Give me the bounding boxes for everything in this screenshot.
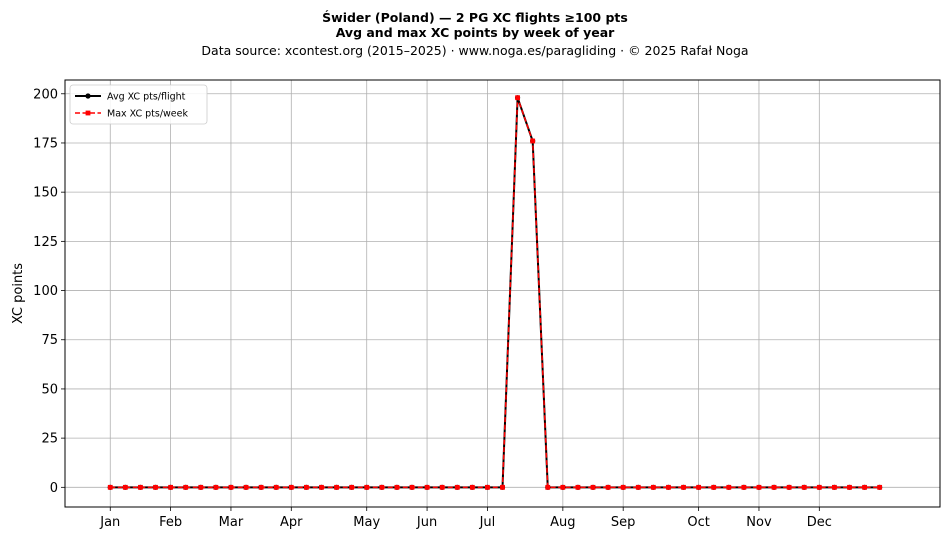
- data-point: [198, 484, 204, 490]
- grid-lines: [65, 80, 940, 507]
- data-point: [877, 484, 883, 490]
- x-tick-label: Jan: [99, 515, 120, 530]
- legend: Avg XC pts/flight Max XC pts/week: [69, 84, 208, 125]
- data-point: [288, 484, 294, 490]
- legend-swatch-marker: [85, 93, 91, 99]
- data-point: [243, 484, 249, 490]
- data-point: [394, 484, 400, 490]
- y-tick-label: 175: [33, 136, 58, 151]
- data-point: [258, 484, 264, 490]
- data-point: [801, 484, 807, 490]
- data-point: [816, 484, 822, 490]
- y-tick-label: 100: [33, 284, 58, 299]
- data-point: [349, 484, 355, 490]
- data-point: [711, 484, 717, 490]
- chart-title: Świder (Poland) — 2 PG XC flights ≥100 p…: [322, 10, 628, 25]
- y-tick-label: 0: [50, 481, 58, 496]
- legend-label: Avg XC pts/flight: [107, 92, 186, 103]
- data-point: [771, 484, 777, 490]
- data-point: [439, 484, 445, 490]
- y-tick-label: 25: [41, 432, 58, 447]
- data-point: [469, 484, 475, 490]
- y-axis: 0 25 50 75 100 125 150 175 200: [33, 87, 65, 496]
- data-point: [635, 484, 641, 490]
- chart-subtitle: Avg and max XC points by week of year: [335, 25, 615, 40]
- series-layer: [107, 95, 883, 490]
- data-point: [303, 484, 309, 490]
- data-point: [756, 484, 762, 490]
- data-point: [319, 484, 324, 490]
- data-point: [786, 484, 792, 490]
- data-point: [183, 484, 189, 490]
- data-point: [666, 484, 671, 490]
- y-tick-label: 50: [41, 382, 58, 397]
- data-point: [590, 484, 596, 490]
- data-point: [334, 484, 339, 490]
- series-line: [110, 97, 880, 489]
- x-tick-label: Oct: [687, 515, 709, 530]
- data-point: [831, 484, 837, 490]
- series-line: [110, 97, 880, 489]
- data-point: [515, 95, 520, 101]
- y-tick-label: 75: [41, 333, 58, 348]
- data-point: [273, 484, 279, 490]
- data-point: [545, 484, 551, 490]
- data-point: [575, 484, 581, 490]
- data-point: [228, 484, 234, 490]
- x-tick-label: Jun: [416, 515, 437, 530]
- legend-swatch-marker: [85, 110, 91, 116]
- data-point: [364, 484, 370, 490]
- data-point: [560, 484, 566, 490]
- data-point: [485, 484, 490, 490]
- data-point: [168, 484, 174, 490]
- data-point: [424, 484, 430, 490]
- legend-label: Max XC pts/week: [107, 109, 188, 120]
- plot-frame: [64, 79, 941, 508]
- data-point: [681, 484, 686, 490]
- data-point: [726, 484, 732, 490]
- data-point: [741, 484, 747, 490]
- data-point: [213, 484, 219, 490]
- data-point: [107, 484, 113, 490]
- series-0: [107, 95, 883, 490]
- data-point: [153, 484, 158, 490]
- x-tick-label: Feb: [159, 515, 182, 530]
- x-tick-label: Mar: [219, 515, 244, 530]
- x-axis: Jan Feb Mar Apr May Jun Jul Aug Sep Oct Nov Dec: [99, 507, 832, 530]
- data-point: [500, 484, 505, 490]
- y-tick-label: 150: [33, 186, 58, 201]
- data-point: [409, 484, 415, 490]
- y-tick-label: 200: [33, 87, 58, 102]
- y-tick-label: 125: [33, 235, 58, 250]
- data-point: [696, 484, 702, 490]
- y-axis-label: XC points: [11, 263, 26, 324]
- data-point: [122, 484, 128, 490]
- data-point: [620, 484, 626, 490]
- data-point: [379, 484, 385, 490]
- x-tick-label: May: [353, 515, 380, 530]
- x-tick-label: Apr: [280, 515, 303, 530]
- x-tick-label: Dec: [807, 515, 832, 530]
- data-point: [847, 484, 852, 490]
- x-tick-label: Jul: [479, 515, 496, 530]
- x-tick-label: Nov: [746, 515, 772, 530]
- x-tick-label: Sep: [611, 515, 636, 530]
- legend-box: [69, 84, 208, 125]
- chart-source-line: Data source: xcontest.org (2015–2025) · …: [201, 43, 749, 58]
- x-tick-label: Aug: [550, 515, 575, 530]
- data-point: [650, 484, 656, 490]
- data-point: [530, 138, 536, 144]
- data-point: [862, 484, 867, 490]
- data-point: [605, 484, 611, 490]
- series-1: [107, 95, 883, 490]
- data-point: [454, 484, 460, 490]
- data-point: [138, 484, 143, 490]
